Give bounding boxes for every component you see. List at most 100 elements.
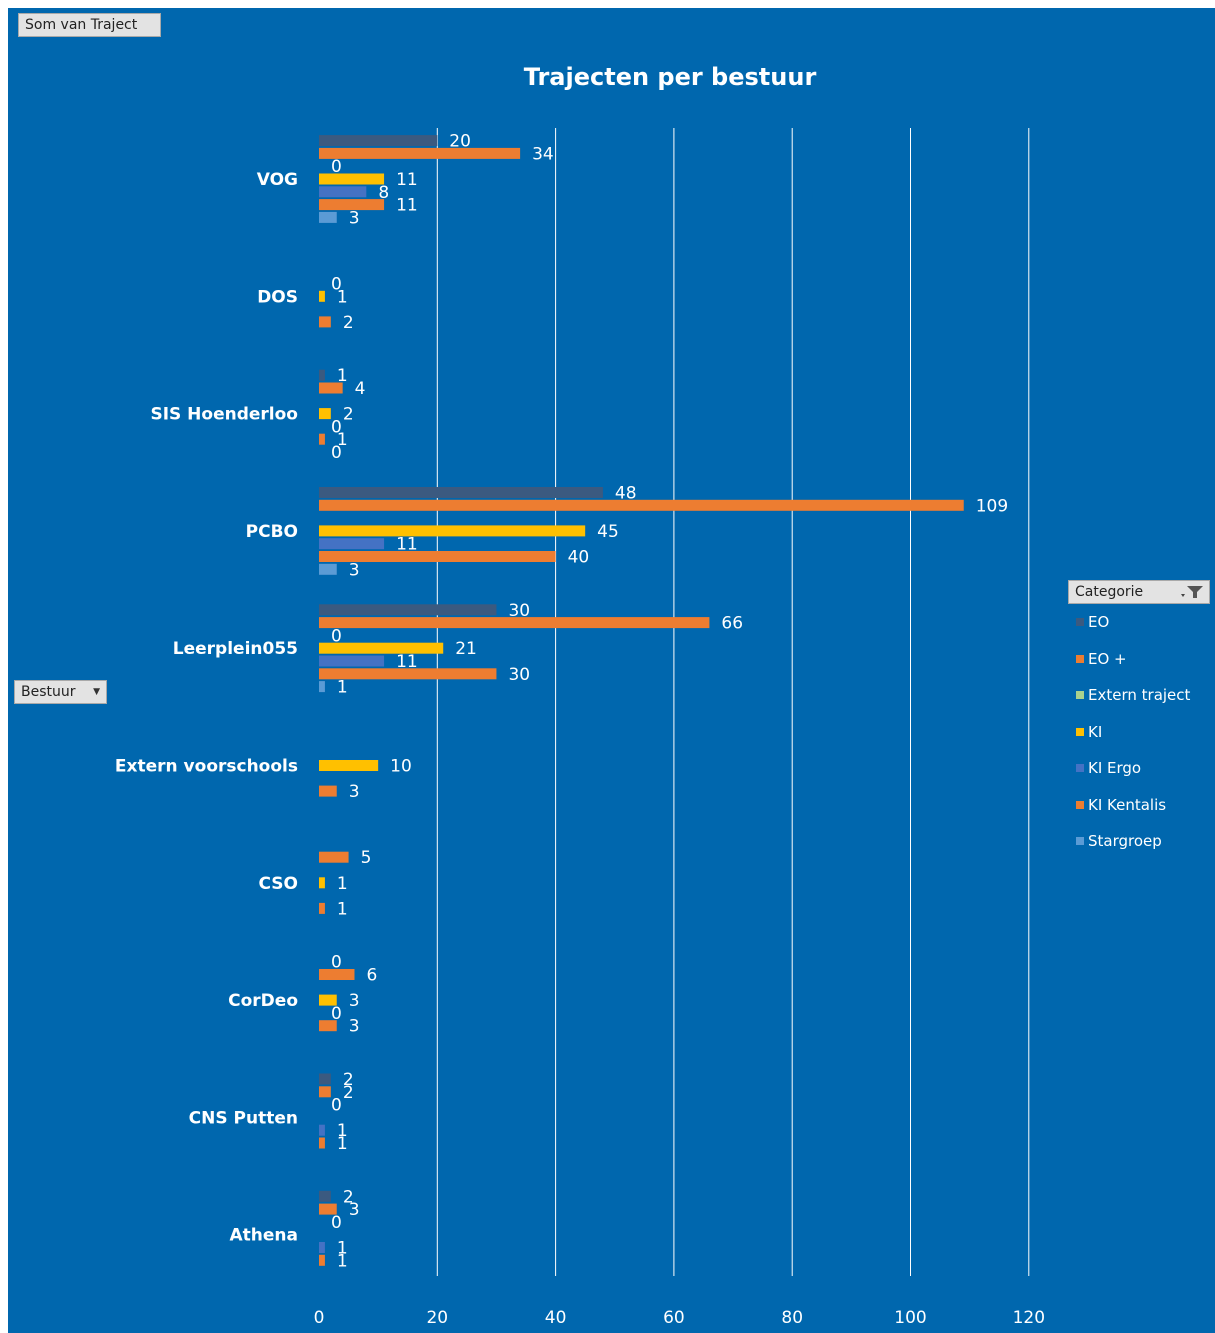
legend-field-button[interactable]: Categorie [1068, 580, 1210, 604]
data-label: 3 [349, 782, 360, 802]
legend-swatch [1076, 837, 1084, 846]
bar [319, 668, 497, 680]
data-label: 2 [343, 1070, 354, 1090]
bar [319, 199, 385, 211]
bar [319, 1073, 331, 1085]
category-label: Athena [230, 1226, 299, 1246]
data-label: 11 [396, 652, 418, 672]
legend-label: KI Kentalis [1088, 795, 1167, 814]
legend-item: Extern traject [1068, 677, 1214, 714]
data-label: 66 [721, 614, 743, 634]
bar-chart: Trajecten per bestuur 0 20 40 60 80 100 120VOG… [115, 63, 1045, 1328]
data-label: 2 [343, 1187, 354, 1207]
bar [319, 316, 331, 328]
measure-field-button[interactable]: Som van Traject [18, 13, 161, 37]
x-tick-label: 40 [545, 1308, 567, 1328]
bar [319, 1137, 325, 1149]
data-label: 1 [337, 899, 348, 919]
category-label: CNS Putten [189, 1108, 298, 1128]
data-label: 2 [343, 405, 354, 425]
data-label: 30 [508, 665, 530, 685]
bar [319, 551, 556, 562]
legend-item: Stargroep [1068, 823, 1214, 860]
data-label: 0 [331, 417, 342, 437]
category-label: CorDeo [228, 991, 298, 1011]
bar [319, 186, 367, 198]
data-label: 8 [378, 183, 389, 203]
legend-field-label: Categorie [1075, 584, 1144, 600]
legend-swatch [1076, 691, 1084, 700]
bar [319, 525, 586, 537]
data-label: 0 [331, 443, 342, 463]
bar [319, 173, 385, 185]
data-label: 4 [355, 379, 366, 399]
data-label: 11 [396, 170, 418, 190]
data-label: 1 [337, 678, 348, 698]
data-label: 0 [331, 626, 342, 646]
bar [319, 408, 331, 420]
data-label: 1 [337, 1239, 348, 1259]
legend-label: EO [1088, 613, 1110, 632]
category-label: DOS [257, 287, 298, 307]
data-label: 40 [568, 548, 590, 568]
legend-item: KI Kentalis [1068, 787, 1214, 824]
data-label: 1 [337, 430, 348, 450]
data-label: 0 [331, 1213, 342, 1233]
data-label: 1 [337, 287, 348, 307]
data-label: 3 [349, 208, 360, 228]
bar [319, 655, 385, 667]
data-label: 0 [331, 275, 342, 295]
data-label: 2 [343, 1083, 354, 1103]
data-label: 10 [390, 757, 412, 777]
data-label: 1 [337, 1134, 348, 1154]
bar [319, 499, 964, 511]
data-label: 0 [331, 1096, 342, 1116]
data-label: 3 [349, 1200, 360, 1220]
data-label: 0 [331, 1004, 342, 1024]
category-label: CSO [259, 874, 299, 894]
legend-item: KI Ergo [1068, 750, 1214, 787]
data-label: 109 [976, 496, 1008, 516]
data-label: 21 [455, 639, 477, 659]
data-label: 45 [597, 522, 619, 542]
legend-item: KI [1068, 714, 1214, 751]
row-field-button[interactable]: Bestuur ▼ [14, 680, 107, 704]
category-label: VOG [257, 170, 298, 190]
data-label: 3 [349, 1017, 360, 1037]
bar [319, 681, 325, 693]
bar [319, 1020, 337, 1032]
bar [319, 851, 349, 863]
data-label: 1 [337, 874, 348, 894]
x-tick-label: 100 [894, 1308, 926, 1328]
legend-swatch [1076, 764, 1084, 773]
data-label: 0 [331, 953, 342, 973]
legend-label: Stargroep [1088, 832, 1162, 851]
dropdown-arrow-icon: ▼ [93, 687, 100, 697]
bar [319, 433, 325, 445]
bar [319, 382, 343, 394]
row-field-label: Bestuur [21, 684, 76, 700]
legend-label: KI [1088, 722, 1103, 741]
bar [319, 969, 355, 980]
legend-swatch [1076, 654, 1084, 663]
data-label: 11 [396, 196, 418, 216]
legend-swatch [1076, 800, 1084, 809]
filter-icon [1179, 584, 1205, 607]
bar [319, 1254, 325, 1266]
category-label: Leerplein055 [173, 639, 298, 659]
chart-area: Trajecten per bestuur 0 20 40 60 80 100 120 VOG… [8, 8, 1215, 1333]
legend: Categorie EO EO + Extern traject KI KI Ergo K… [1068, 580, 1214, 860]
data-label: 0 [331, 157, 342, 177]
data-label: 3 [349, 560, 360, 580]
bar [319, 1190, 331, 1202]
data-label: 1 [337, 366, 348, 386]
data-label: 1 [337, 1121, 348, 1141]
data-label: 11 [396, 535, 418, 555]
data-label: 30 [508, 601, 530, 621]
legend-label: Extern traject [1088, 686, 1191, 705]
legend-item: EO [1068, 604, 1214, 641]
data-label: 1 [337, 1251, 348, 1271]
bar [319, 617, 710, 629]
legend-items: EO EO + Extern traject KI KI Ergo KI Kentalis… [1068, 604, 1214, 860]
bar [319, 1203, 337, 1215]
